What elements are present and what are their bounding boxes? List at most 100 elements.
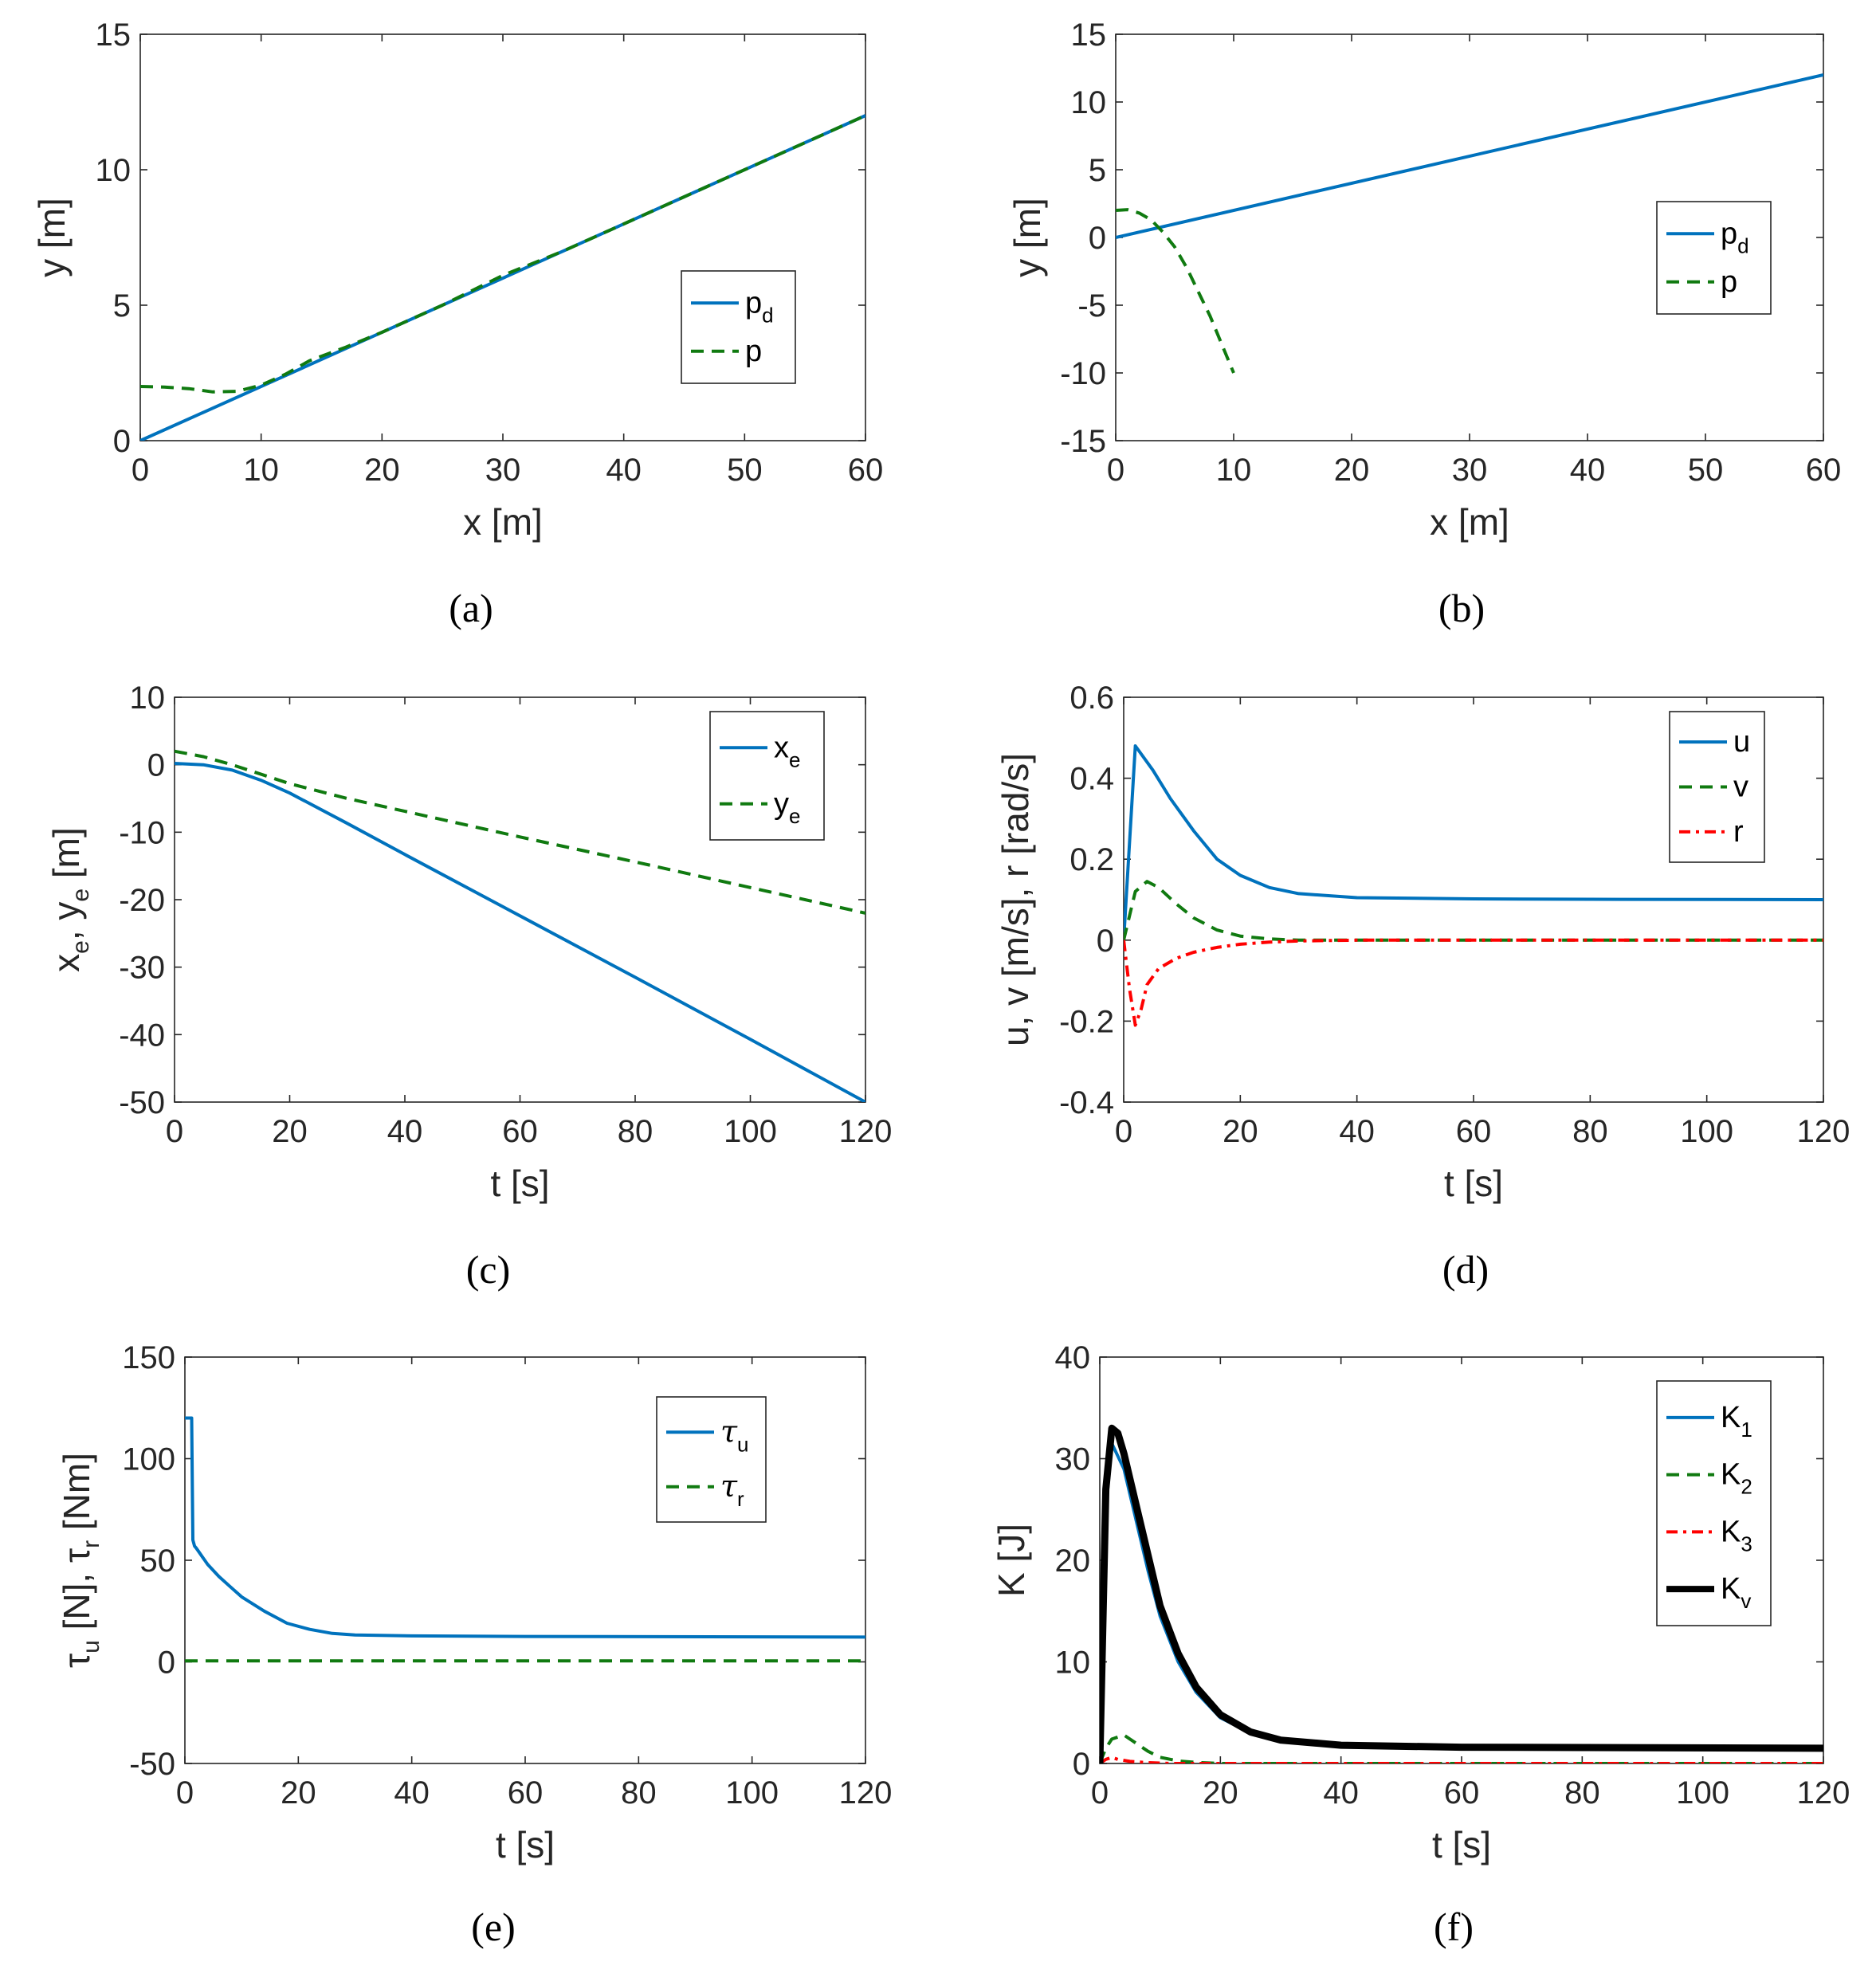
x-tick-label: 20 <box>1334 453 1370 488</box>
y-tick-label: -50 <box>129 1747 175 1782</box>
y-tick-label: 10 <box>1055 1646 1091 1681</box>
y-tick-label: 15 <box>1071 18 1107 53</box>
x-tick-label: 40 <box>387 1114 423 1149</box>
y-tick-label: -30 <box>119 951 165 986</box>
legend-entry: τr <box>720 1469 744 1511</box>
y-tick-label: 0 <box>1073 1747 1090 1782</box>
series-line-p <box>140 114 865 394</box>
y-tick-label: 20 <box>1055 1544 1091 1579</box>
panel-caption-b: (b) <box>1438 586 1485 630</box>
y-tick-label: -15 <box>1060 424 1106 459</box>
series-line-xe <box>175 762 865 1102</box>
x-tick-label: 60 <box>502 1114 538 1149</box>
y-axis-label: u, v [m/s], r [rad/s] <box>995 753 1036 1046</box>
y-tick-label: -5 <box>1077 288 1106 324</box>
legend-entry: K1 <box>1721 1401 1752 1442</box>
y-tick-label: 10 <box>130 681 166 716</box>
x-tick-label: 10 <box>243 453 279 488</box>
panel-caption-f: (f) <box>1434 1905 1474 1949</box>
x-tick-label: 0 <box>1107 453 1124 488</box>
x-tick-label: 120 <box>839 1114 893 1149</box>
legend-f: K1 K2 K3 Kv <box>1656 1380 1772 1626</box>
x-axis-label: x [m] <box>1430 501 1509 543</box>
legend-entry: Kv <box>1721 1572 1751 1613</box>
x-tick-label: 40 <box>1570 453 1606 488</box>
y-tick-label: -40 <box>119 1018 165 1053</box>
y-axis-label: xe​, ye​ [m] <box>45 827 94 972</box>
x-tick-label: 20 <box>281 1775 316 1810</box>
x-tick-label: 40 <box>1339 1114 1375 1149</box>
y-tick-label: 0.4 <box>1069 762 1114 797</box>
x-tick-label: 100 <box>1680 1114 1733 1149</box>
legend-entry: K3 <box>1721 1515 1752 1555</box>
x-tick-label: 20 <box>272 1114 308 1149</box>
y-axis-label: y [m] <box>1007 198 1048 277</box>
x-tick-label: 100 <box>724 1114 777 1149</box>
y-tick-label: 0 <box>147 748 165 783</box>
x-tick-label: 40 <box>606 453 642 488</box>
legend-entry: p <box>1721 265 1737 299</box>
y-axis-label: K [J] <box>991 1524 1032 1597</box>
legend-entry: u <box>1733 725 1750 759</box>
series-line-r <box>1124 938 1823 1027</box>
series-line-τu <box>185 1416 865 1639</box>
y-tick-label: 5 <box>113 288 131 324</box>
y-tick-label: 0 <box>1097 924 1114 959</box>
x-tick-label: 50 <box>727 453 763 488</box>
x-tick-label: 0 <box>166 1114 183 1149</box>
x-tick-label: 10 <box>1216 453 1252 488</box>
legend-box <box>681 270 796 384</box>
y-tick-label: -0.4 <box>1059 1085 1114 1120</box>
series-line-pd <box>1116 73 1823 239</box>
y-tick-label: 5 <box>1089 153 1106 188</box>
y-tick-label: -10 <box>1060 356 1106 391</box>
panel-caption-d: (d) <box>1442 1247 1489 1292</box>
legend-box <box>709 711 825 841</box>
y-tick-label: 50 <box>140 1544 176 1579</box>
panel-caption-c: (c) <box>466 1247 511 1292</box>
legend-c: xe ye <box>709 711 825 841</box>
x-tick-label: 60 <box>848 453 884 488</box>
x-tick-label: 40 <box>1323 1775 1359 1810</box>
legend-entry: K2 <box>1721 1458 1752 1499</box>
x-axis-label: t [s] <box>490 1163 549 1204</box>
series-line-K3 <box>1100 1756 1823 1763</box>
y-tick-label: -20 <box>119 883 165 918</box>
y-axis-label: τu​ [N], τr​ [Nm] <box>56 1453 104 1668</box>
legend-box <box>1656 1380 1772 1626</box>
panel-caption-e: (e) <box>471 1905 516 1949</box>
panel-a: 0 10 20 30 40 50 60 0 5 10 15 x [m] y [m] pd p (a) <box>31 18 883 630</box>
y-tick-label: 150 <box>122 1340 175 1375</box>
legend-box <box>1656 201 1772 315</box>
y-tick-label: -50 <box>119 1085 165 1120</box>
y-axis-label: y [m] <box>31 198 73 277</box>
panel-c: 0 20 40 60 80 100 120 -50 -40 -30 -20 -10 0 10 t [s] xe… <box>45 681 892 1292</box>
x-axis-label: x [m] <box>463 501 543 543</box>
x-tick-label: 20 <box>1223 1114 1258 1149</box>
x-tick-label: 80 <box>1564 1775 1600 1810</box>
panel-caption-a: (a) <box>449 586 493 630</box>
legend-b: pd p <box>1656 201 1772 315</box>
y-tick-label: 100 <box>122 1442 175 1477</box>
x-axis-label: t [s] <box>1444 1163 1503 1204</box>
x-tick-label: 80 <box>1572 1114 1608 1149</box>
legend-a: pd p <box>681 270 796 384</box>
x-tick-label: 0 <box>131 453 149 488</box>
y-tick-label: 30 <box>1055 1442 1091 1477</box>
series-line-ye <box>175 749 865 915</box>
legend-entry: τu <box>720 1414 749 1456</box>
legend-box <box>656 1396 767 1523</box>
x-tick-label: 60 <box>508 1775 544 1810</box>
x-tick-label: 20 <box>1203 1775 1238 1810</box>
y-tick-label: 0 <box>158 1646 175 1681</box>
legend-entry: pd <box>1721 217 1749 257</box>
x-axis-label: t [s] <box>1432 1824 1491 1865</box>
legend-entry: xe <box>774 731 800 771</box>
x-tick-label: 60 <box>1456 1114 1492 1149</box>
x-tick-label: 120 <box>839 1775 893 1810</box>
panel-f: 0 20 40 60 80 100 120 0 10 20 30 40 t [s] K [J] K1 K2 K3… <box>991 1340 1850 1949</box>
x-tick-label: 0 <box>176 1775 194 1810</box>
x-tick-label: 30 <box>485 453 521 488</box>
x-tick-label: 120 <box>1797 1775 1850 1810</box>
